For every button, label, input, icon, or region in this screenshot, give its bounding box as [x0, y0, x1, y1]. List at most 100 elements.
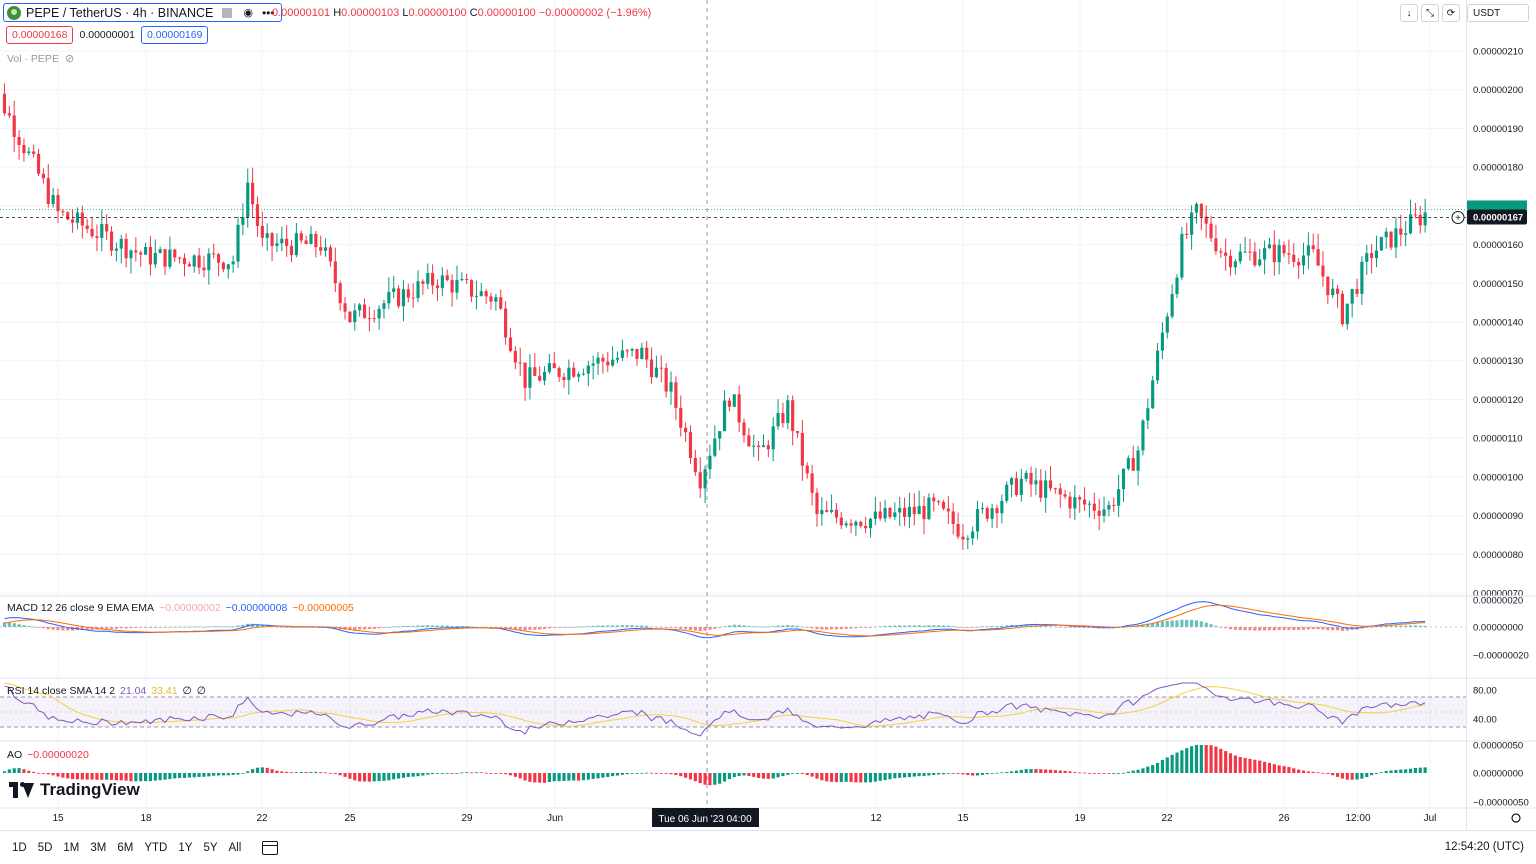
macd-hist-bar: [197, 626, 201, 628]
symbol-title[interactable]: PEPE / TetherUS · 4h · BINANCE ◉ •••: [3, 3, 282, 22]
macd-hist-bar: [946, 625, 950, 627]
price-tick-label: 0.00000100: [1473, 472, 1523, 483]
candle-body: [1000, 500, 1004, 514]
macd-hist-bar: [362, 627, 367, 630]
currency-select[interactable]: USDT: [1467, 4, 1529, 22]
eye-hidden-icon[interactable]: ⊘: [64, 53, 75, 65]
candle-body: [71, 219, 75, 223]
range-button-1m[interactable]: 1M: [63, 841, 80, 854]
ao-bar: [12, 768, 16, 773]
macd-hist-bar: [552, 627, 556, 628]
candle-body: [309, 233, 313, 244]
collapse-icon[interactable]: ⤡: [1421, 4, 1439, 22]
current-price-tag: [1467, 209, 1527, 225]
ao-bar: [1423, 767, 1427, 773]
refresh-icon[interactable]: ⟳: [1442, 4, 1460, 22]
ao-bar: [1379, 772, 1383, 773]
rsi-legend[interactable]: RSI 14 close SMA 14 2 21.04 33.41 ∅ ∅: [7, 685, 206, 697]
ao-bar: [416, 773, 420, 777]
range-button-6m[interactable]: 6M: [117, 841, 134, 854]
macd-hist-bar: [1024, 624, 1028, 627]
volume-legend[interactable]: Vol · PEPE ⊘: [7, 52, 75, 66]
range-button-3m[interactable]: 3M: [90, 841, 107, 854]
macd-hist-bar: [450, 625, 454, 627]
more-icon[interactable]: •••: [261, 5, 275, 20]
ao-bar: [41, 773, 45, 774]
range-button-ytd[interactable]: YTD: [144, 841, 168, 854]
candle-body: [1126, 458, 1130, 469]
ao-bar: [187, 773, 191, 778]
current-price-label: 0.00000167: [1473, 212, 1523, 223]
clock[interactable]: 12:54:20 (UTC): [1444, 841, 1524, 853]
rsi-sma-value: 33.41: [151, 685, 178, 697]
flag-icon[interactable]: [222, 7, 233, 18]
macd-hist-bar: [1243, 627, 1247, 631]
ao-bar: [1146, 766, 1150, 773]
candle-body: [839, 517, 843, 526]
ao-bar: [465, 772, 469, 774]
candle-body: [956, 523, 960, 537]
macd-hist-bar: [766, 626, 770, 628]
macd-hist-bar: [693, 627, 697, 631]
macd-legend[interactable]: MACD 12 26 close 9 EMA EMA −0.00000002 −…: [7, 602, 354, 614]
ao-bar: [182, 773, 187, 778]
ao-bar: [868, 773, 873, 783]
ao-bar: [523, 773, 527, 781]
ao-legend[interactable]: AO −0.00000020: [7, 749, 89, 761]
ao-bar: [469, 772, 474, 774]
candle-body: [22, 144, 26, 154]
candle-body: [236, 224, 240, 262]
time-tick-label: Jul: [1424, 813, 1437, 824]
ao-bar: [435, 773, 440, 774]
macd-hist-bar: [153, 627, 157, 628]
candle-body: [698, 472, 702, 489]
range-button-1y[interactable]: 1Y: [178, 841, 193, 854]
range-button-1d[interactable]: 1D: [12, 841, 27, 854]
bottom-toolbar: 1D 5D 1M 3M 6M YTD 1Y 5Y All 12:54:20 (UTC): [0, 830, 1536, 864]
candle-body: [105, 224, 109, 232]
eye-icon[interactable]: ◉: [243, 7, 253, 19]
candle-body: [961, 536, 965, 540]
macd-hist-bar: [927, 625, 931, 627]
candle-body: [577, 374, 581, 377]
buy-button[interactable]: 0.00000169: [140, 26, 209, 44]
candle-body: [1185, 233, 1189, 235]
arrow-down-icon[interactable]: ↓: [1400, 4, 1418, 22]
macd-hist-bar: [922, 625, 926, 627]
ao-bar: [1389, 770, 1393, 773]
ao-bar: [513, 773, 517, 777]
tradingview-logo[interactable]: TradingView: [9, 780, 140, 800]
rsi-tick-label: 40.00: [1473, 715, 1497, 726]
macd-hist-bar: [1258, 627, 1262, 631]
macd-hist-bar: [980, 626, 984, 628]
macd-hist-bar: [504, 627, 508, 629]
rsi-label: RSI 14 close SMA 14 2: [7, 685, 115, 697]
macd-hist-bar: [105, 627, 109, 629]
ao-bar: [1394, 769, 1398, 773]
ao-bar: [703, 773, 707, 785]
macd-hist-bar: [411, 625, 415, 627]
sell-button[interactable]: 0.00000168: [6, 26, 74, 44]
ao-bar: [572, 773, 576, 781]
ao-bar: [654, 772, 659, 774]
ao-bar: [455, 773, 459, 774]
ao-bar: [1199, 745, 1203, 773]
ao-bar: [319, 772, 323, 773]
candle-body: [1214, 238, 1218, 252]
ao-bar: [1005, 772, 1009, 773]
price-axis[interactable]: [1466, 0, 1536, 830]
macd-hist-bar: [294, 627, 298, 628]
price-tick-label: 0.00000150: [1473, 279, 1523, 290]
macd-hist-bar: [1326, 627, 1330, 631]
macd-hist-bar: [820, 627, 824, 630]
candle-body: [722, 400, 727, 432]
range-button-all[interactable]: All: [228, 841, 242, 854]
range-button-5y[interactable]: 5Y: [203, 841, 218, 854]
range-button-5d[interactable]: 5D: [37, 841, 53, 854]
calendar-icon[interactable]: [262, 840, 279, 855]
candle-body: [737, 394, 741, 423]
ao-bar: [1340, 773, 1345, 779]
macd-hist-bar: [1399, 625, 1403, 627]
candle-body: [1326, 276, 1330, 296]
price-tick-label: 0.00000200: [1473, 85, 1523, 96]
